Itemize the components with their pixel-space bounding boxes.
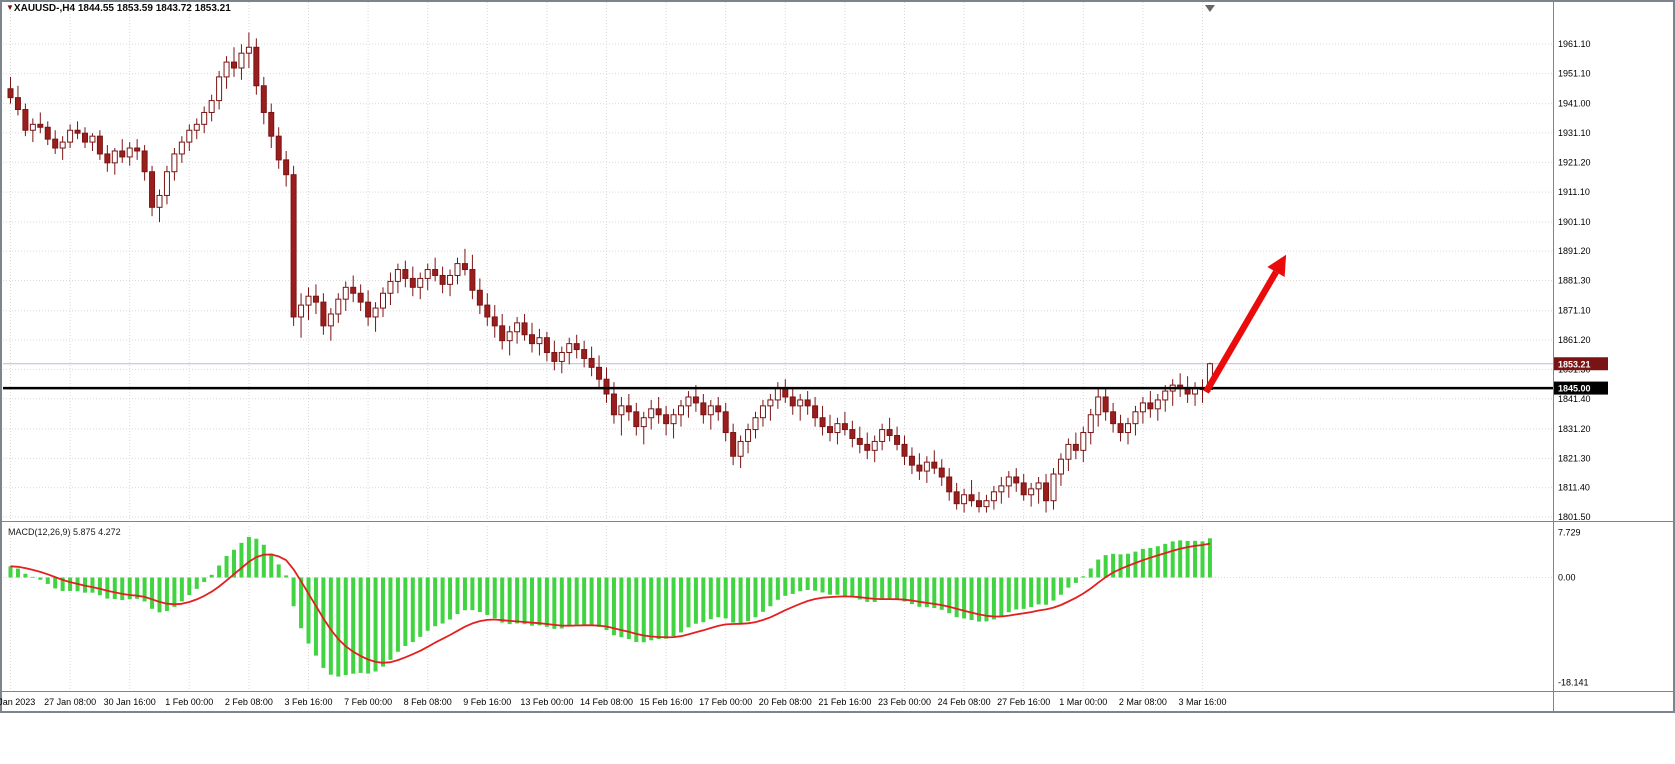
svg-text:1951.10: 1951.10 bbox=[1558, 69, 1591, 79]
trend-arrow[interactable] bbox=[1203, 254, 1287, 394]
svg-text:1861.20: 1861.20 bbox=[1558, 335, 1591, 345]
svg-text:1871.10: 1871.10 bbox=[1558, 306, 1591, 316]
svg-text:1811.40: 1811.40 bbox=[1558, 483, 1590, 493]
svg-text:1921.20: 1921.20 bbox=[1558, 157, 1591, 167]
svg-text:3 Feb 16:00: 3 Feb 16:00 bbox=[284, 697, 332, 707]
macd-signal-line bbox=[10, 542, 1211, 664]
svg-text:1845.00: 1845.00 bbox=[1558, 384, 1591, 394]
svg-text:1941.00: 1941.00 bbox=[1558, 99, 1591, 109]
svg-text:27 Jan 08:00: 27 Jan 08:00 bbox=[44, 697, 96, 707]
macd-signal-value: 4.272 bbox=[98, 527, 121, 537]
chart-shift-marker[interactable] bbox=[1204, 5, 1215, 12]
svg-text:26 Jan 2023: 26 Jan 2023 bbox=[0, 697, 35, 707]
price-tag-current: 1853.21 bbox=[1554, 357, 1608, 371]
svg-text:1931.10: 1931.10 bbox=[1558, 128, 1591, 138]
price-axis: 1961.10 1951.10 1941.00 1931.10 1921.20 1911.… bbox=[1558, 39, 1591, 522]
svg-text:1961.10: 1961.10 bbox=[1558, 39, 1591, 49]
svg-text:9 Feb 16:00: 9 Feb 16:00 bbox=[463, 697, 511, 707]
svg-text:7 Feb 00:00: 7 Feb 00:00 bbox=[344, 697, 392, 707]
svg-text:17 Feb 00:00: 17 Feb 00:00 bbox=[699, 697, 752, 707]
svg-text:20 Feb 08:00: 20 Feb 08:00 bbox=[759, 697, 812, 707]
time-axis: 26 Jan 2023 27 Jan 08:00 30 Jan 16:00 1 Feb… bbox=[0, 697, 1227, 707]
svg-text:1831.20: 1831.20 bbox=[1558, 424, 1591, 434]
svg-text:14 Feb 08:00: 14 Feb 08:00 bbox=[580, 697, 633, 707]
symbol-dropdown-icon: ▼ bbox=[6, 3, 14, 12]
svg-text:0.00: 0.00 bbox=[1558, 573, 1576, 583]
price-tag-level: 1845.00 bbox=[1554, 381, 1608, 395]
macd-histogram bbox=[8, 536, 1212, 677]
svg-text:8 Feb 08:00: 8 Feb 08:00 bbox=[404, 697, 452, 707]
svg-text:13 Feb 00:00: 13 Feb 00:00 bbox=[520, 697, 573, 707]
pane-frame bbox=[0, 0, 1675, 713]
macd-name: MACD(12,26,9) bbox=[8, 527, 71, 537]
svg-text:1911.10: 1911.10 bbox=[1558, 187, 1590, 197]
svg-text:1841.40: 1841.40 bbox=[1558, 394, 1591, 404]
symbol-timeframe: XAUUSD-,H4 bbox=[13, 3, 76, 14]
candlestick-series bbox=[7, 32, 1213, 513]
svg-text:27 Feb 16:00: 27 Feb 16:00 bbox=[997, 697, 1050, 707]
svg-text:7.729: 7.729 bbox=[1558, 528, 1581, 538]
quote-high: 1853.59 bbox=[116, 3, 153, 14]
svg-text:23 Feb 00:00: 23 Feb 00:00 bbox=[878, 697, 931, 707]
svg-text:1853.21: 1853.21 bbox=[1558, 359, 1591, 369]
svg-text:21 Feb 16:00: 21 Feb 16:00 bbox=[818, 697, 871, 707]
svg-text:3 Mar 16:00: 3 Mar 16:00 bbox=[1178, 697, 1226, 707]
svg-text:1 Mar 00:00: 1 Mar 00:00 bbox=[1059, 697, 1107, 707]
svg-text:1801.50: 1801.50 bbox=[1558, 512, 1591, 522]
svg-text:1821.30: 1821.30 bbox=[1558, 453, 1591, 463]
quote-low: 1843.72 bbox=[155, 3, 192, 14]
macd-label: MACD(12,26,9) 5.875 4.272 bbox=[8, 527, 121, 537]
svg-text:2 Mar 08:00: 2 Mar 08:00 bbox=[1119, 697, 1167, 707]
macd-main-value: 5.875 bbox=[73, 527, 96, 537]
svg-text:1881.30: 1881.30 bbox=[1558, 276, 1591, 286]
quote-close: 1853.21 bbox=[194, 3, 231, 14]
svg-text:1901.10: 1901.10 bbox=[1558, 217, 1591, 227]
symbol-quote: ▼XAUUSD-,H4 1844.55 1853.59 1843.72 1853… bbox=[6, 3, 231, 14]
svg-text:1891.20: 1891.20 bbox=[1558, 246, 1591, 256]
svg-text:30 Jan 16:00: 30 Jan 16:00 bbox=[104, 697, 156, 707]
svg-text:-18.141: -18.141 bbox=[1558, 678, 1589, 688]
quote-open: 1844.55 bbox=[77, 3, 114, 14]
macd-axis: 7.729 0.00 -18.141 bbox=[1558, 528, 1589, 688]
svg-text:2 Feb 08:00: 2 Feb 08:00 bbox=[225, 697, 273, 707]
svg-text:24 Feb 08:00: 24 Feb 08:00 bbox=[938, 697, 991, 707]
svg-text:1 Feb 00:00: 1 Feb 00:00 bbox=[165, 697, 213, 707]
svg-text:15 Feb 16:00: 15 Feb 16:00 bbox=[640, 697, 693, 707]
chart-canvas[interactable]: 1961.10 1951.10 1941.00 1931.10 1921.20 1911.… bbox=[0, 0, 1675, 714]
